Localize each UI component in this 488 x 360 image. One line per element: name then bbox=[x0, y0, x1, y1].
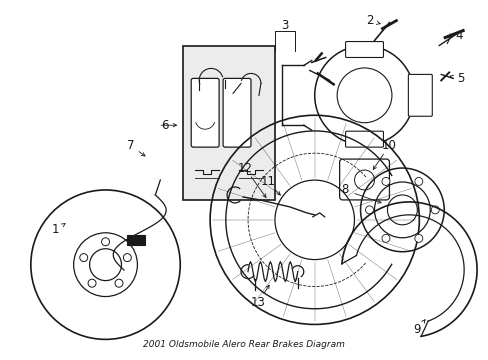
Text: 2001 Oldsmobile Alero Rear Brakes Diagram: 2001 Oldsmobile Alero Rear Brakes Diagra… bbox=[143, 340, 344, 349]
Text: 7: 7 bbox=[126, 139, 134, 152]
FancyBboxPatch shape bbox=[191, 78, 219, 147]
Text: 5: 5 bbox=[457, 72, 464, 85]
Text: 10: 10 bbox=[381, 139, 396, 152]
Text: 9: 9 bbox=[413, 323, 420, 336]
Text: 3: 3 bbox=[281, 19, 288, 32]
FancyBboxPatch shape bbox=[345, 41, 383, 58]
Text: 13: 13 bbox=[250, 296, 265, 309]
Circle shape bbox=[88, 279, 96, 287]
Circle shape bbox=[365, 206, 373, 214]
Bar bbox=[127, 235, 145, 245]
Text: 4: 4 bbox=[454, 29, 462, 42]
FancyBboxPatch shape bbox=[339, 159, 388, 200]
Text: 11: 11 bbox=[260, 175, 275, 189]
FancyBboxPatch shape bbox=[223, 78, 250, 147]
Circle shape bbox=[102, 238, 109, 246]
Circle shape bbox=[381, 177, 389, 185]
Circle shape bbox=[381, 234, 389, 242]
Circle shape bbox=[430, 206, 438, 214]
Text: 12: 12 bbox=[237, 162, 252, 175]
Circle shape bbox=[80, 253, 87, 262]
Circle shape bbox=[414, 234, 422, 242]
Circle shape bbox=[123, 253, 131, 262]
Text: 1: 1 bbox=[52, 223, 60, 236]
Text: 6: 6 bbox=[161, 119, 169, 132]
Bar bbox=[183, 45, 274, 200]
Text: 8: 8 bbox=[340, 184, 347, 197]
Circle shape bbox=[414, 177, 422, 185]
FancyBboxPatch shape bbox=[345, 131, 383, 147]
FancyBboxPatch shape bbox=[407, 75, 431, 116]
Text: 2: 2 bbox=[365, 14, 372, 27]
Circle shape bbox=[89, 249, 121, 280]
Circle shape bbox=[115, 279, 123, 287]
